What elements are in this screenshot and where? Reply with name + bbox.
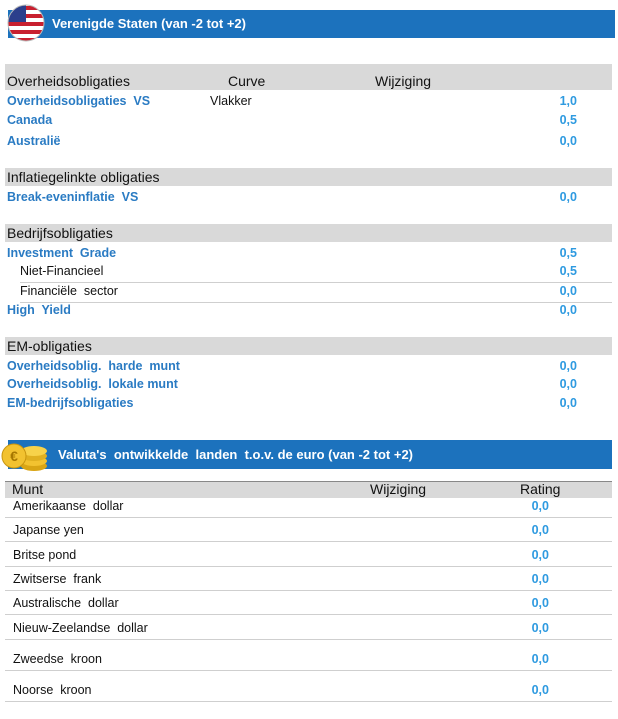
group-header-bg [5, 168, 612, 186]
currency-name: Amerikaanse dollar [13, 499, 124, 513]
change-value: 0,0 [559, 284, 577, 298]
column-header: Rating [520, 481, 561, 497]
row-rule [5, 670, 612, 671]
row-label: Investment Grade [7, 246, 117, 260]
rating-value: 0,0 [531, 683, 549, 697]
change-value: 0,0 [559, 396, 577, 410]
group-header-bg [5, 224, 612, 242]
row-label: Overheidsoblig. harde munt [7, 359, 180, 373]
column-header: Munt [12, 481, 44, 497]
group-header-bg [5, 337, 612, 355]
row-label: Break-eveninflatie VS [7, 190, 139, 204]
column-header: Wijziging [375, 73, 432, 89]
section-bar [8, 10, 615, 38]
row-label: Overheidsobligaties VS [7, 94, 151, 108]
rating-value: 0,0 [531, 499, 549, 513]
change-value: 0,0 [559, 377, 577, 391]
row-rule [5, 566, 612, 567]
rating-value: 0,0 [531, 572, 549, 586]
row-label: Niet-Financieel [20, 264, 104, 278]
row-label: Canada [7, 113, 53, 127]
column-header: Wijziging [370, 481, 427, 497]
row-label: Financiële sector [20, 284, 118, 298]
row-rule [5, 639, 612, 640]
svg-text:€: € [10, 448, 18, 464]
rating-value: 0,0 [531, 523, 549, 537]
rating-value: 0,0 [531, 621, 549, 635]
section-title: Verenigde Staten (van -2 tot +2) [52, 16, 246, 31]
row-label: EM-bedrijfsobligaties [7, 396, 134, 410]
change-value: 0,0 [559, 303, 577, 317]
change-value: 0,5 [559, 246, 577, 260]
curve-value: Vlakker [210, 94, 252, 108]
change-value: 0,0 [559, 190, 577, 204]
currency-name: Australische dollar [13, 596, 119, 610]
row-rule [5, 701, 612, 702]
currency-name: Noorse kroon [13, 683, 92, 697]
rating-value: 0,0 [531, 596, 549, 610]
change-value: 1,0 [559, 94, 577, 108]
table-header-bg [5, 481, 612, 498]
change-value: 0,5 [559, 113, 577, 127]
rating-value: 0,0 [531, 652, 549, 666]
row-label: Australië [7, 134, 61, 148]
group-header: Bedrijfsobligaties [7, 225, 113, 241]
row-label: High Yield [7, 303, 71, 317]
currency-name: Britse pond [13, 548, 77, 562]
group-header: EM-obligaties [7, 338, 92, 354]
row-rule [5, 590, 612, 591]
us-flag-icon [7, 4, 45, 42]
column-header: Curve [228, 73, 266, 89]
row-label: Overheidsoblig. lokale munt [7, 377, 178, 391]
section-title: Valuta's ontwikkelde landen t.o.v. de eu… [58, 447, 414, 462]
currency-name: Zwitserse frank [13, 572, 102, 586]
row-rule [20, 302, 612, 303]
table-rule [5, 481, 612, 482]
row-rule [5, 614, 612, 615]
currency-name: Nieuw-Zeelandse dollar [13, 621, 148, 635]
row-rule [5, 517, 612, 518]
rating-value: 0,0 [531, 548, 549, 562]
section-bar [8, 440, 612, 469]
currency-name: Japanse yen [13, 523, 84, 537]
group-header: Inflatiegelinkte obligaties [7, 169, 160, 185]
change-value: 0,5 [559, 264, 577, 278]
group-header-bg [5, 64, 612, 90]
row-rule [5, 541, 612, 542]
row-rule [20, 282, 612, 283]
coins-icon: € [1, 443, 47, 471]
change-value: 0,0 [559, 134, 577, 148]
change-value: 0,0 [559, 359, 577, 373]
currency-name: Zweedse kroon [13, 652, 102, 666]
group-header: Overheidsobligaties [7, 73, 130, 89]
